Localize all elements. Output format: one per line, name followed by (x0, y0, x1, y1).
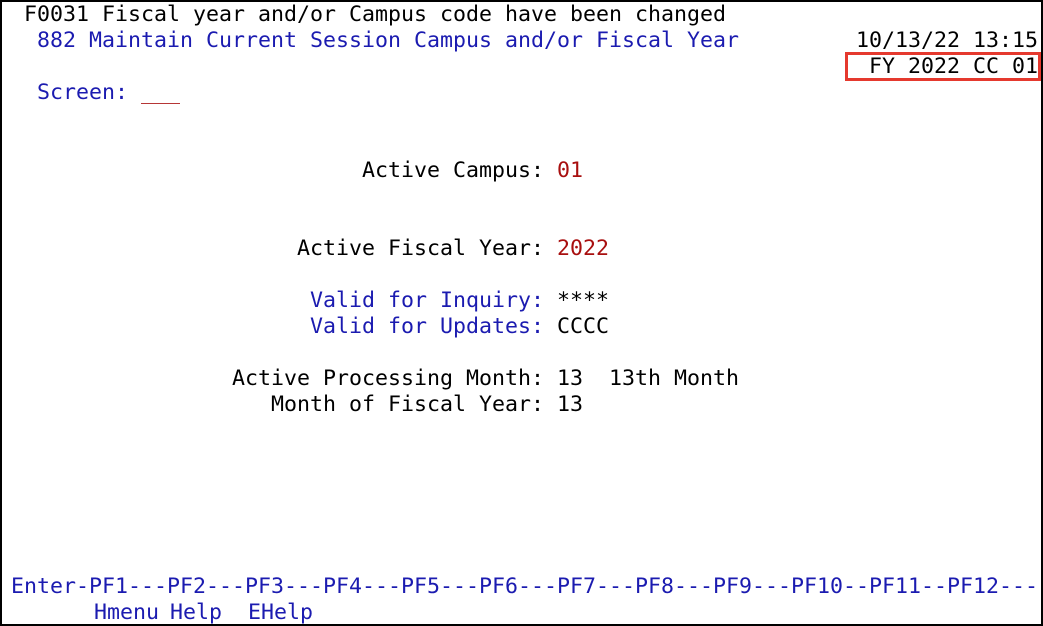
processing-month-note: 13th Month (609, 366, 740, 391)
valid-inquiry-label: Valid for Inquiry: (310, 288, 545, 313)
pf3-ehelp-label[interactable]: EHelp (248, 600, 314, 625)
datetime: 10/13/22 13:15 (856, 28, 1039, 53)
active-fiscal-year-label: Active Fiscal Year: (297, 236, 545, 261)
system-message: F0031 Fiscal year and/or Campus code hav… (24, 2, 727, 27)
valid-updates-value: CCCC (557, 314, 610, 339)
screen-title: 882 Maintain Current Session Campus and/… (37, 28, 740, 53)
fiscal-month-label: Month of Fiscal Year: (271, 392, 545, 417)
pf2-help-label[interactable]: Help (170, 600, 223, 625)
valid-inquiry-value: **** (557, 288, 610, 313)
active-fiscal-year-value[interactable]: 2022 (557, 236, 610, 261)
screen-code-input[interactable]: ___ (141, 80, 181, 105)
fiscal-month-value: 13 (557, 392, 584, 417)
screen-code-label: Screen: (37, 80, 129, 105)
processing-month-label: Active Processing Month: (232, 366, 545, 391)
session-fy-cc: FY 2022 CC 01 (869, 54, 1039, 79)
pf-key-line: Enter-PF1---PF2---PF3---PF4---PF5---PF6-… (11, 574, 1039, 599)
pf1-hmenu-label[interactable]: Hmenu (94, 600, 160, 625)
session-highlight-box (845, 52, 1041, 81)
processing-month-value: 13 (557, 366, 584, 391)
valid-updates-label: Valid for Updates: (310, 314, 545, 339)
active-campus-label: Active Campus: (362, 158, 545, 183)
active-campus-value[interactable]: 01 (557, 158, 584, 183)
